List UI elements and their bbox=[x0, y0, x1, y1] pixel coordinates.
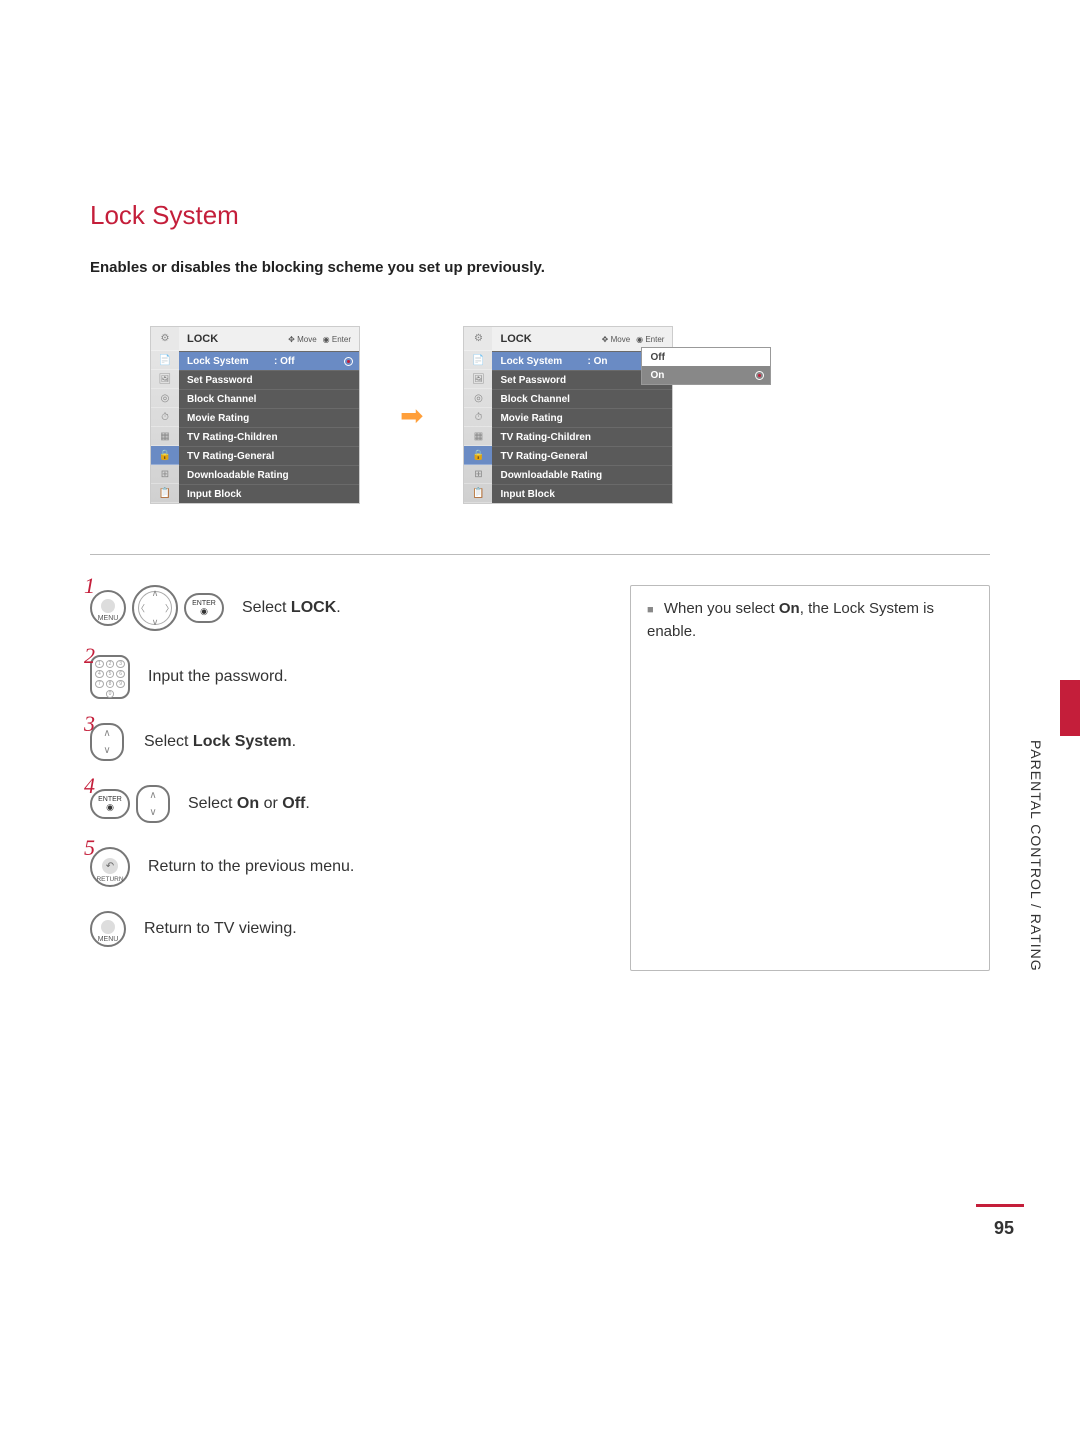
page-title: Lock System bbox=[90, 200, 990, 231]
menu-icon-top: ⚙ bbox=[151, 327, 179, 351]
lock-icon: 🔒 bbox=[151, 446, 179, 465]
footer-accent bbox=[976, 1204, 1024, 1207]
step-2: 2 123 456 789 0 Input the password. bbox=[90, 655, 590, 699]
note-box: ■ When you select On, the Lock System is… bbox=[630, 585, 990, 971]
step-text: Input the password. bbox=[148, 668, 288, 686]
menu-item[interactable]: Movie Rating bbox=[492, 408, 672, 427]
menu-icon: 📋 bbox=[464, 484, 492, 503]
lock-menu-off: ⚙ 📄 🖼 ◎ ⏱ ▦ 🔒 ⊞ 📋 LOCK ✥ Move ◉ En bbox=[150, 326, 360, 504]
menu-item[interactable]: TV Rating-Children bbox=[179, 427, 359, 446]
step-number: 1 bbox=[84, 573, 95, 599]
menu-item[interactable]: TV Rating-Children bbox=[492, 427, 672, 446]
menu-item[interactable]: Block Channel bbox=[492, 389, 672, 408]
step-5: 5 ↶RETURN Return to the previous menu. bbox=[90, 847, 590, 887]
lock-icon: 🔒 bbox=[464, 446, 492, 465]
nav-button-icon: ∧∨ 〈〉 bbox=[132, 585, 178, 631]
enter-button-icon: ENTER◉ bbox=[90, 789, 130, 819]
step-1: 1 MENU ∧∨ 〈〉 ENTER◉ Select LOCK. bbox=[90, 585, 590, 631]
radio-icon bbox=[755, 371, 764, 380]
step-4: 4 ENTER◉ ∧∨ Select On or Off. bbox=[90, 785, 590, 823]
menu-icon-top: ⚙ bbox=[464, 327, 492, 351]
menu-icon: ◎ bbox=[464, 389, 492, 408]
step-text: Select Lock System. bbox=[144, 733, 296, 751]
menu-button-icon: MENU bbox=[90, 590, 126, 626]
step-text: Select LOCK. bbox=[242, 599, 341, 617]
menu-header: LOCK ✥ Move ◉ Enter bbox=[179, 327, 359, 351]
menu-item-value: : On bbox=[587, 356, 607, 367]
menu-item-lock-system[interactable]: Lock System : Off bbox=[179, 351, 359, 370]
menu-icon: 📄 bbox=[464, 351, 492, 370]
menu-item[interactable]: TV Rating-General bbox=[492, 446, 672, 465]
side-tab bbox=[1060, 680, 1080, 736]
menu-icon: 🖼 bbox=[151, 370, 179, 389]
updown-button-icon: ∧∨ bbox=[90, 723, 124, 761]
menu-item[interactable]: Set Password bbox=[179, 370, 359, 389]
step-number: 5 bbox=[84, 835, 95, 861]
menu-item[interactable]: Movie Rating bbox=[179, 408, 359, 427]
menu-item-value: : Off bbox=[274, 356, 295, 367]
menu-icon: ⏱ bbox=[464, 408, 492, 427]
menu-icon: ⊞ bbox=[151, 465, 179, 484]
step-text: Return to the previous menu. bbox=[148, 858, 354, 876]
menu-item[interactable]: Input Block bbox=[492, 484, 672, 503]
step-6: MENU Return to TV viewing. bbox=[90, 911, 590, 947]
menu-icon: ◎ bbox=[151, 389, 179, 408]
menu-button-icon: MENU bbox=[90, 911, 126, 947]
menu-item[interactable]: TV Rating-General bbox=[179, 446, 359, 465]
divider bbox=[90, 554, 990, 555]
section-label: PARENTAL CONTROL / RATING bbox=[1028, 740, 1044, 972]
hint-enter: Enter bbox=[332, 335, 351, 344]
step-number: 2 bbox=[84, 643, 95, 669]
step-number: 4 bbox=[84, 773, 95, 799]
bullet-icon: ■ bbox=[647, 604, 654, 616]
menu-icon: ▦ bbox=[464, 427, 492, 446]
menu-item[interactable]: Downloadable Rating bbox=[179, 465, 359, 484]
return-button-icon: ↶RETURN bbox=[90, 847, 130, 887]
menu-icon: ▦ bbox=[151, 427, 179, 446]
menu-icon: 📋 bbox=[151, 484, 179, 503]
arrow-icon: ➡ bbox=[400, 399, 423, 432]
menu-screenshots: ⚙ 📄 🖼 ◎ ⏱ ▦ 🔒 ⊞ 📋 LOCK ✥ Move ◉ En bbox=[150, 326, 990, 504]
enter-button-icon: ENTER◉ bbox=[184, 593, 224, 623]
step-text: Select On or Off. bbox=[188, 795, 310, 813]
menu-header-label: LOCK bbox=[500, 333, 531, 345]
step-text: Return to TV viewing. bbox=[144, 920, 297, 938]
page-subtitle: Enables or disables the blocking scheme … bbox=[90, 259, 990, 276]
step-3: 3 ∧∨ Select Lock System. bbox=[90, 723, 590, 761]
menu-icon: ⊞ bbox=[464, 465, 492, 484]
menu-item[interactable]: Input Block bbox=[179, 484, 359, 503]
step-number: 3 bbox=[84, 711, 95, 737]
menu-item[interactable]: Downloadable Rating bbox=[492, 465, 672, 484]
menu-icon: 🖼 bbox=[464, 370, 492, 389]
hint-move: Move bbox=[297, 335, 317, 344]
hint-enter: Enter bbox=[645, 335, 664, 344]
page-number: 95 bbox=[994, 1218, 1014, 1239]
menu-icon: ⏱ bbox=[151, 408, 179, 427]
dropdown-option-on[interactable]: On bbox=[642, 366, 770, 384]
updown-button-icon: ∧∨ bbox=[136, 785, 170, 823]
hint-move: Move bbox=[611, 335, 631, 344]
radio-icon bbox=[344, 357, 353, 366]
onoff-dropdown: Off On bbox=[641, 347, 771, 385]
keypad-button-icon: 123 456 789 0 bbox=[90, 655, 130, 699]
dropdown-option-off[interactable]: Off bbox=[642, 348, 770, 366]
steps-list: 1 MENU ∧∨ 〈〉 ENTER◉ Select LOCK. bbox=[90, 585, 590, 971]
menu-icon: 📄 bbox=[151, 351, 179, 370]
menu-item[interactable]: Block Channel bbox=[179, 389, 359, 408]
menu-header-label: LOCK bbox=[187, 333, 218, 345]
